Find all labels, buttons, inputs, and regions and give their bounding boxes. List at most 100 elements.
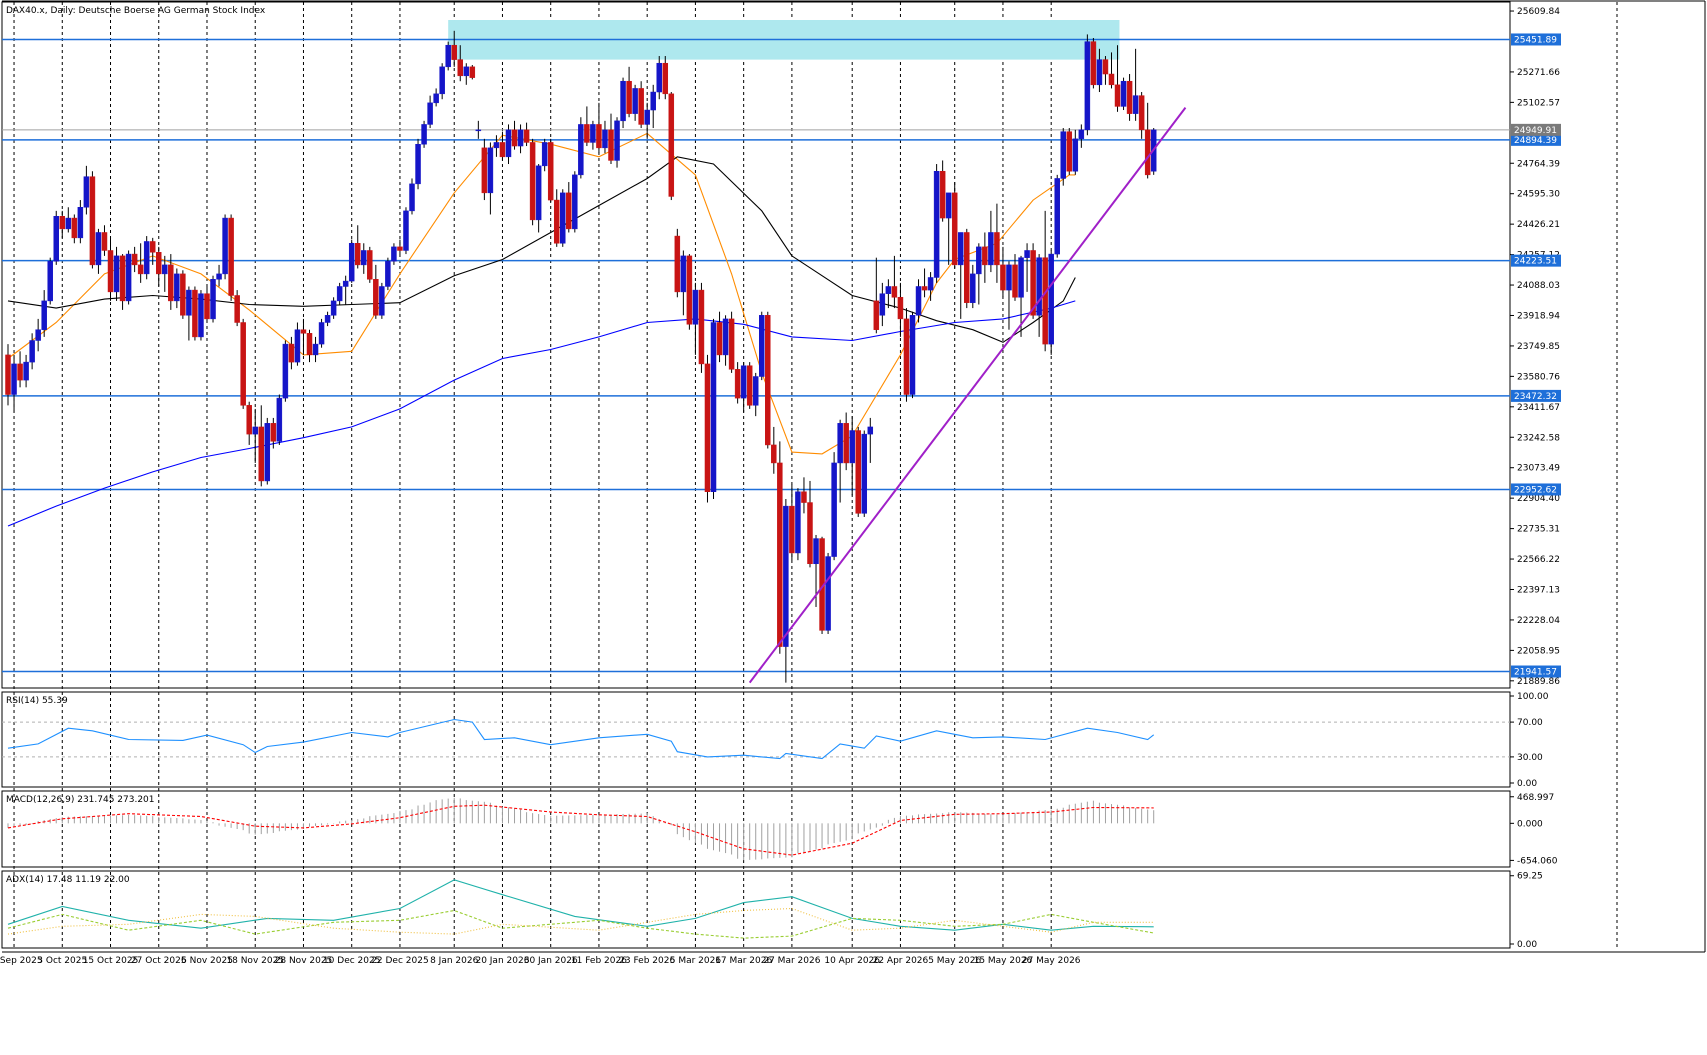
candle xyxy=(149,237,156,265)
candle xyxy=(246,401,252,445)
candle-body xyxy=(318,322,325,345)
date-label: 23 Feb 2026 xyxy=(619,956,675,966)
candle xyxy=(915,279,922,323)
date-label: 27 Oct 2025 xyxy=(131,956,187,966)
candle-body xyxy=(137,264,144,275)
candle xyxy=(1054,174,1060,258)
candle-body xyxy=(1006,264,1012,291)
candle-body xyxy=(909,315,916,395)
candle-body xyxy=(746,365,753,406)
candle xyxy=(903,308,910,402)
candle-body xyxy=(939,170,946,219)
candle-body xyxy=(5,354,11,395)
candle-body xyxy=(77,207,84,239)
candle xyxy=(704,354,711,503)
candle xyxy=(433,88,439,107)
date-label: 22 Dec 2025 xyxy=(371,956,429,966)
date-label: 22 Apr 2026 xyxy=(873,956,929,966)
candle xyxy=(861,430,868,517)
candle xyxy=(409,178,415,215)
candle-body xyxy=(620,80,626,122)
candle-body xyxy=(264,423,271,482)
candle xyxy=(541,138,548,172)
candle xyxy=(662,56,669,100)
price-tick-label: 23242.58 xyxy=(1517,433,1560,443)
candle xyxy=(807,480,813,568)
candle xyxy=(638,81,644,129)
candle-body xyxy=(777,462,783,647)
candle-body xyxy=(180,273,186,316)
candle-body xyxy=(970,273,976,303)
price-tick-label: 22566.22 xyxy=(1517,555,1560,565)
candle-body xyxy=(807,502,813,565)
candle-body xyxy=(59,216,66,230)
candle-body xyxy=(149,241,156,253)
candle-body xyxy=(668,93,675,197)
candle-body xyxy=(1030,250,1036,316)
candle xyxy=(994,203,1000,283)
candle xyxy=(168,254,174,310)
candle-body xyxy=(469,66,476,78)
candle-body xyxy=(674,235,681,293)
indicator-series-line xyxy=(7,718,1155,760)
candle xyxy=(765,311,771,449)
candle xyxy=(553,189,560,247)
candle-body xyxy=(602,129,608,149)
indicator-series-line xyxy=(7,909,1154,939)
candle xyxy=(391,243,397,265)
candle xyxy=(451,30,457,67)
candle xyxy=(1096,48,1103,93)
candle xyxy=(174,268,180,309)
candle-body xyxy=(1066,131,1073,172)
candle-body xyxy=(897,297,904,320)
candle-body xyxy=(783,505,789,647)
candle-body xyxy=(125,253,132,302)
candle xyxy=(439,63,445,100)
date-label: 15 May 2026 xyxy=(974,956,1033,966)
candle xyxy=(23,354,29,388)
candle xyxy=(746,362,753,409)
candle-body xyxy=(511,129,518,147)
candle-body xyxy=(976,246,982,275)
panel-frame-rsi xyxy=(1,691,1511,788)
candle-body xyxy=(131,253,138,266)
candle xyxy=(17,351,23,388)
candle-body xyxy=(348,243,355,282)
candle-body xyxy=(728,318,735,370)
candle xyxy=(481,138,488,201)
candle-body xyxy=(288,343,295,363)
candle-body xyxy=(740,365,747,399)
panel-frame-main xyxy=(1,1,1511,689)
candle-body xyxy=(1114,84,1121,107)
candle-body xyxy=(572,174,578,230)
candle-body xyxy=(1054,178,1060,255)
candle-body xyxy=(1090,41,1097,86)
candle xyxy=(330,297,337,319)
candle-body xyxy=(632,88,638,114)
candle xyxy=(137,243,144,283)
candle-body xyxy=(644,109,650,125)
candle xyxy=(867,417,874,463)
candle xyxy=(988,210,994,273)
candle-body xyxy=(710,322,717,492)
level-price-label: 23472.32 xyxy=(1514,392,1557,402)
candle xyxy=(469,65,476,80)
candle-body xyxy=(403,210,409,251)
candle xyxy=(83,165,90,215)
candle xyxy=(264,417,271,485)
candle-body xyxy=(927,277,934,291)
candle xyxy=(692,282,699,355)
date-label: 27 May 2026 xyxy=(1022,956,1081,966)
candle-body xyxy=(143,241,150,275)
candle-body xyxy=(1024,250,1030,258)
candle xyxy=(976,243,982,305)
candle-body xyxy=(282,343,289,399)
candle-body xyxy=(843,423,849,464)
candle xyxy=(1114,45,1121,112)
candle-body xyxy=(873,300,880,330)
candle xyxy=(125,250,132,305)
candle xyxy=(445,41,451,71)
candle xyxy=(752,372,759,417)
candle xyxy=(1078,124,1085,148)
